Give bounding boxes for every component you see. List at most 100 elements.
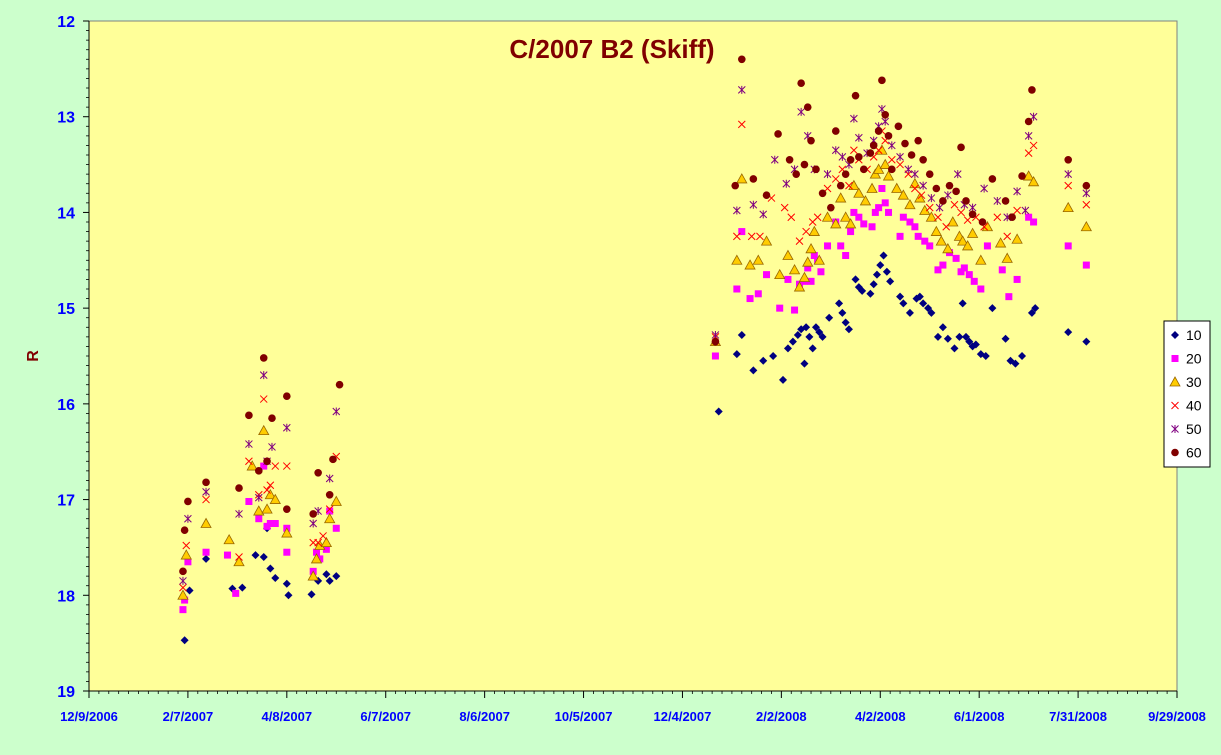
data-point xyxy=(944,191,952,200)
legend-marker xyxy=(1169,376,1181,387)
data-point xyxy=(335,380,344,389)
data-point xyxy=(259,354,268,362)
data-point xyxy=(1001,334,1010,343)
data-point xyxy=(841,170,850,178)
data-point xyxy=(935,203,944,212)
y-tick-label: 18 xyxy=(57,588,75,605)
data-point xyxy=(815,328,824,337)
data-point xyxy=(1064,170,1073,179)
data-point xyxy=(245,497,253,505)
data-point xyxy=(1024,149,1033,157)
data-point xyxy=(844,218,857,229)
data-point xyxy=(911,184,919,193)
data-point xyxy=(202,478,210,487)
data-point xyxy=(264,488,277,500)
data-point xyxy=(896,232,904,240)
data-point xyxy=(830,218,842,229)
data-point xyxy=(793,330,802,339)
data-point xyxy=(896,292,905,301)
data-point xyxy=(731,181,740,190)
data-point xyxy=(1064,242,1072,250)
series-10 xyxy=(180,251,1091,645)
data-point xyxy=(808,344,817,353)
data-point xyxy=(782,249,794,260)
data-point xyxy=(284,591,293,600)
data-point xyxy=(776,304,784,312)
data-point xyxy=(798,271,811,282)
data-point xyxy=(904,198,916,210)
data-point xyxy=(763,271,771,279)
data-point xyxy=(925,203,934,212)
data-point xyxy=(1064,155,1072,164)
data-point xyxy=(200,517,212,528)
data-point xyxy=(312,548,320,556)
data-point xyxy=(803,103,812,111)
data-point xyxy=(182,541,191,550)
data-point xyxy=(878,76,886,85)
legend-marker xyxy=(1171,331,1179,339)
data-point xyxy=(874,127,883,135)
data-point xyxy=(961,240,974,251)
data-point xyxy=(882,170,895,181)
x-tick-label: 12/4/2007 xyxy=(654,709,712,724)
data-point xyxy=(711,337,720,346)
data-point xyxy=(838,308,847,317)
x-tick-label: 2/2/2008 xyxy=(756,709,807,724)
data-point xyxy=(268,442,276,451)
data-point xyxy=(180,526,189,534)
data-point xyxy=(945,181,954,190)
data-point xyxy=(1013,206,1021,215)
x-tick-label: 4/2/2008 xyxy=(855,709,906,724)
data-point xyxy=(970,277,978,285)
data-point xyxy=(950,344,959,353)
y-tick-label: 13 xyxy=(57,110,75,127)
y-tick-label: 19 xyxy=(57,684,75,701)
data-point xyxy=(966,227,979,238)
data-point xyxy=(888,165,896,174)
data-point xyxy=(184,558,192,566)
data-point xyxy=(202,548,210,556)
data-point xyxy=(802,227,810,236)
data-point xyxy=(836,181,845,190)
data-point xyxy=(258,424,270,436)
data-point xyxy=(942,242,954,254)
data-point xyxy=(245,411,253,420)
data-point xyxy=(853,187,865,198)
data-point xyxy=(266,520,274,527)
data-point xyxy=(783,344,792,353)
data-point xyxy=(787,213,796,222)
data-point xyxy=(1018,172,1026,180)
data-point xyxy=(744,259,756,270)
data-point xyxy=(733,206,741,215)
data-point xyxy=(930,225,943,236)
data-point xyxy=(791,306,799,314)
y-tick-label: 12 xyxy=(57,14,75,31)
data-point xyxy=(802,256,814,267)
data-point xyxy=(235,484,243,492)
data-point xyxy=(846,155,855,164)
data-point xyxy=(1030,218,1038,226)
data-point xyxy=(202,487,210,496)
data-point xyxy=(884,132,893,140)
axes: 12 13 14 15 16 17 18 19 12/9/2006 2/7/2007 4/8/200… xyxy=(57,14,1206,724)
legend-marker xyxy=(1171,355,1179,362)
data-point xyxy=(307,570,319,581)
data-point xyxy=(774,268,786,280)
data-point xyxy=(855,153,863,161)
data-point xyxy=(919,155,927,164)
data-point xyxy=(1003,232,1012,241)
data-point xyxy=(179,606,187,614)
data-point xyxy=(769,352,778,360)
data-point xyxy=(323,512,336,524)
data-point xyxy=(733,285,741,293)
data-point xyxy=(907,151,916,159)
data-point xyxy=(1001,197,1010,205)
data-point xyxy=(993,196,1002,205)
data-point xyxy=(746,295,754,303)
data-point xyxy=(759,356,768,365)
data-point xyxy=(875,204,883,212)
data-point xyxy=(714,407,723,416)
data-point xyxy=(965,337,974,346)
data-point xyxy=(711,352,719,360)
